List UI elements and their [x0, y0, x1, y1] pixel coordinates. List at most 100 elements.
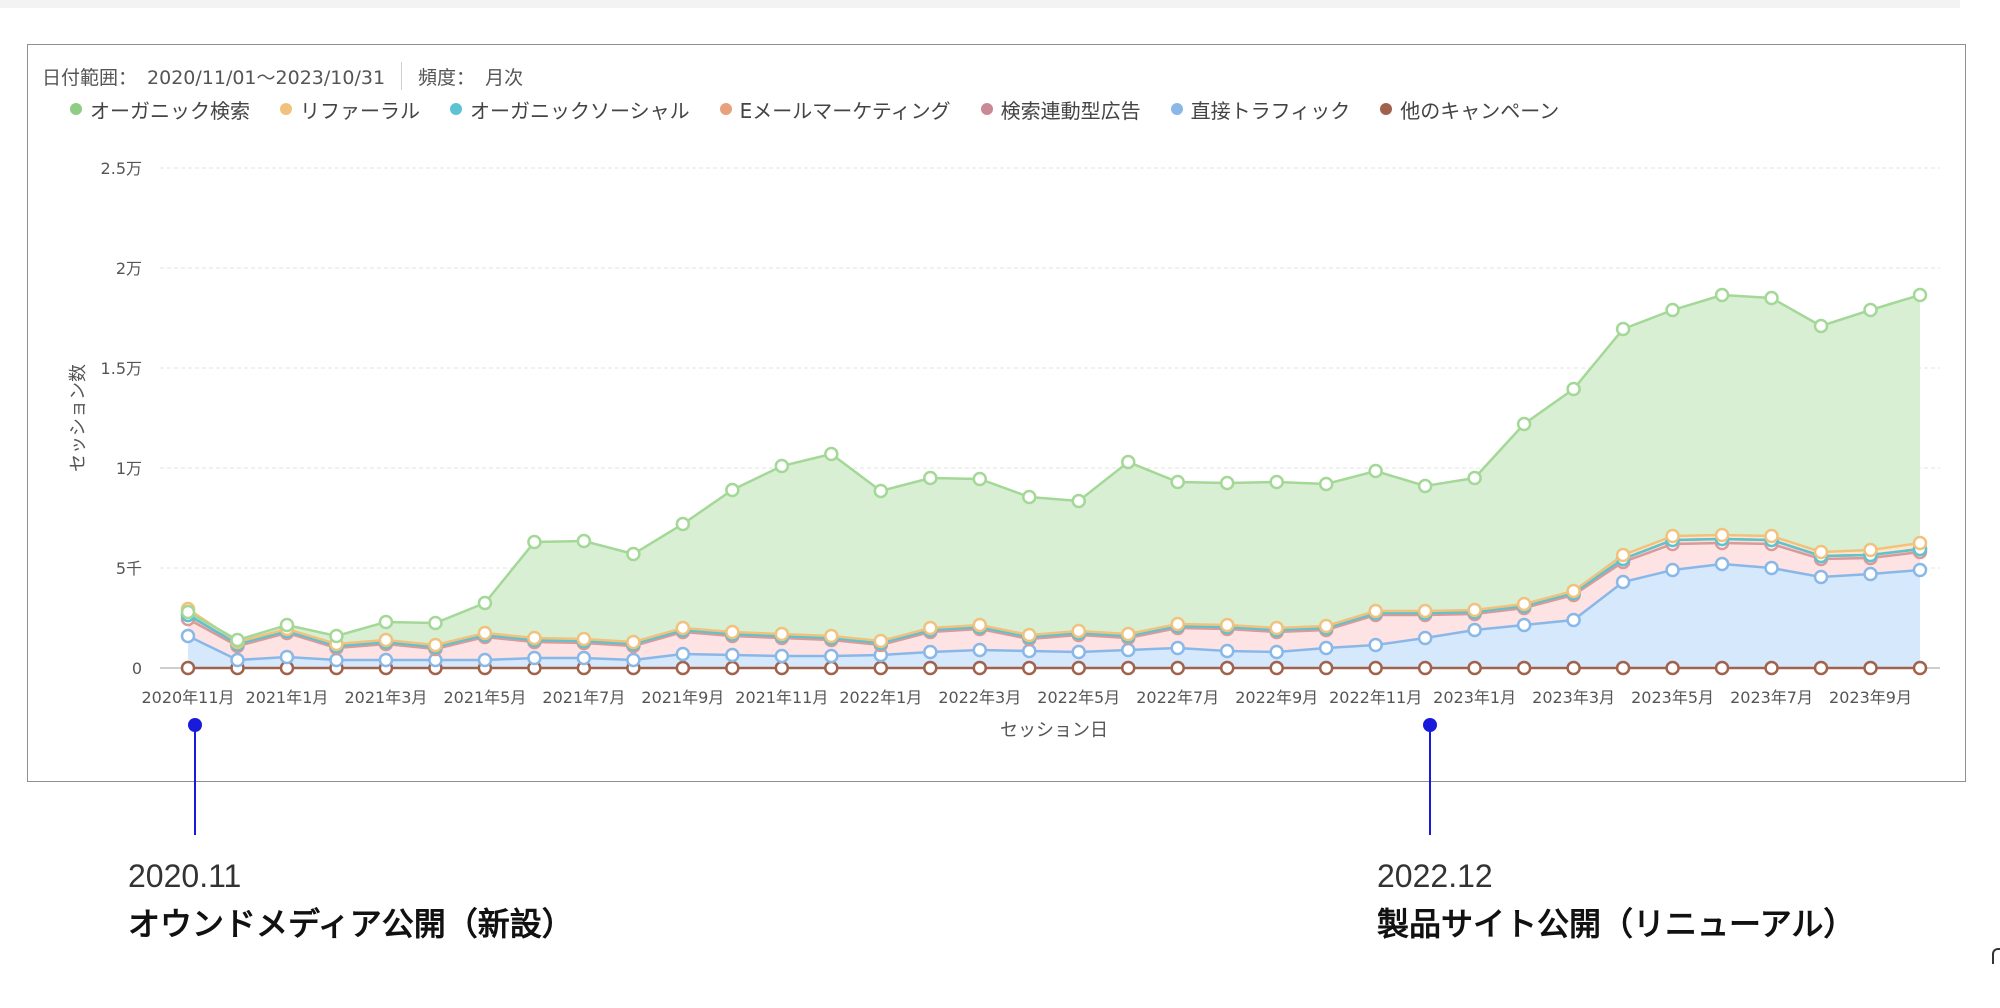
legend-label: オーガニック検索	[90, 98, 250, 123]
data-point	[1417, 660, 1433, 676]
y-axis-title: セッション数	[68, 364, 89, 472]
data-point	[1566, 381, 1581, 397]
data-point	[1863, 542, 1878, 558]
data-point	[1665, 660, 1680, 676]
legend-dot	[980, 103, 993, 115]
data-point	[1516, 660, 1532, 676]
data-point	[1714, 660, 1730, 676]
data-point	[1022, 643, 1037, 659]
data-point	[180, 604, 196, 620]
legend-item[interactable]: 他のキャンペーン	[1380, 95, 1559, 124]
x-tick-label: 2023年9月	[1829, 688, 1912, 707]
data-point	[1120, 454, 1136, 470]
data-point	[1566, 612, 1581, 628]
data-point	[1022, 489, 1037, 505]
x-tick-label: 2021年7月	[542, 688, 625, 707]
data-point	[873, 483, 889, 499]
data-point	[923, 660, 938, 676]
annotation-1: 2020.11 オウンドメディア公開（新設）	[128, 858, 574, 945]
filter-bar: 日付範囲： 2020/11/01～2023/10/31 頻度： 月次	[42, 62, 523, 90]
data-point	[675, 516, 691, 532]
data-point	[1071, 623, 1086, 639]
data-point	[1170, 616, 1185, 632]
legend-dot	[280, 103, 292, 115]
data-point	[873, 660, 889, 676]
data-point	[1071, 660, 1086, 676]
data-point	[1764, 660, 1779, 676]
data-point	[1417, 630, 1433, 646]
annotation-1-title: オウンドメディア公開（新設）	[128, 905, 574, 943]
date-range-value[interactable]: 2020/11/01～2023/10/31	[147, 66, 386, 89]
data-point	[1368, 463, 1383, 479]
data-point	[1813, 544, 1829, 560]
data-point	[1764, 560, 1779, 576]
data-point	[1368, 603, 1383, 619]
x-tick-label: 2021年1月	[246, 688, 329, 707]
data-point	[1269, 660, 1284, 676]
data-point	[1714, 556, 1730, 572]
legend-item[interactable]: 検索連動型広告	[980, 95, 1141, 124]
data-point	[824, 648, 839, 664]
legend-item[interactable]: 直接トラフィック	[1170, 95, 1350, 124]
legend-label: 他のキャンペーン	[1400, 98, 1560, 123]
data-point	[1318, 660, 1334, 676]
data-point	[428, 615, 443, 631]
data-point	[1318, 618, 1334, 634]
data-point	[1318, 640, 1334, 656]
series-line-4	[187, 537, 1921, 649]
data-point	[329, 628, 344, 644]
frequency-label: 頻度：	[418, 66, 476, 89]
x-tick-label: 2021年3月	[344, 688, 427, 707]
y-tick-label: 2万	[116, 259, 142, 278]
data-point	[824, 660, 839, 676]
data-point	[378, 652, 394, 668]
data-point	[1615, 574, 1631, 590]
data-point	[180, 660, 196, 676]
legend-label: オーガニックソーシャル	[470, 98, 690, 123]
data-point	[1615, 547, 1631, 563]
x-tick-label: 2022年9月	[1235, 688, 1318, 707]
data-point	[1665, 528, 1680, 544]
x-tick-label: 2022年7月	[1136, 688, 1219, 707]
data-point	[1120, 660, 1136, 676]
data-point	[1269, 474, 1284, 490]
data-point	[774, 626, 790, 642]
legend-label: 検索連動型広告	[1000, 98, 1141, 123]
x-tick-label: 2021年9月	[641, 688, 724, 707]
series-line-1	[187, 562, 1921, 662]
frequency-value[interactable]: 月次	[485, 66, 524, 89]
data-point	[428, 637, 443, 653]
data-point	[1566, 583, 1581, 599]
y-tick-label: 5千	[116, 559, 142, 578]
data-point	[1269, 644, 1284, 660]
x-tick-label: 2022年1月	[839, 688, 922, 707]
data-point	[329, 652, 344, 668]
page-corner-mark	[1992, 948, 2000, 964]
data-point	[675, 660, 691, 676]
data-point	[576, 631, 592, 647]
data-point	[675, 646, 691, 662]
data-point	[873, 633, 889, 649]
data-point	[1269, 620, 1284, 636]
x-tick-label: 2023年1月	[1433, 688, 1516, 707]
data-point	[972, 471, 988, 487]
legend-item[interactable]: Eメールマーケティング	[719, 95, 951, 124]
date-range-label: 日付範囲：	[42, 66, 138, 89]
legend-item[interactable]: オーガニックソーシャル	[450, 95, 690, 124]
legend-item[interactable]: オーガニック検索	[70, 95, 250, 124]
legend-item[interactable]: リファーラル	[280, 95, 420, 124]
data-point	[180, 628, 196, 644]
y-tick-label: 1万	[116, 459, 142, 478]
data-point	[1071, 493, 1086, 509]
data-point	[923, 644, 938, 660]
x-tick-label: 2022年11月	[1329, 688, 1422, 707]
data-point	[1219, 617, 1235, 633]
data-point	[626, 652, 641, 668]
data-point	[725, 660, 740, 676]
data-point	[527, 650, 542, 666]
x-tick-label: 2022年3月	[938, 688, 1021, 707]
data-point	[1368, 660, 1383, 676]
data-point	[477, 625, 493, 641]
data-point	[1615, 321, 1631, 337]
